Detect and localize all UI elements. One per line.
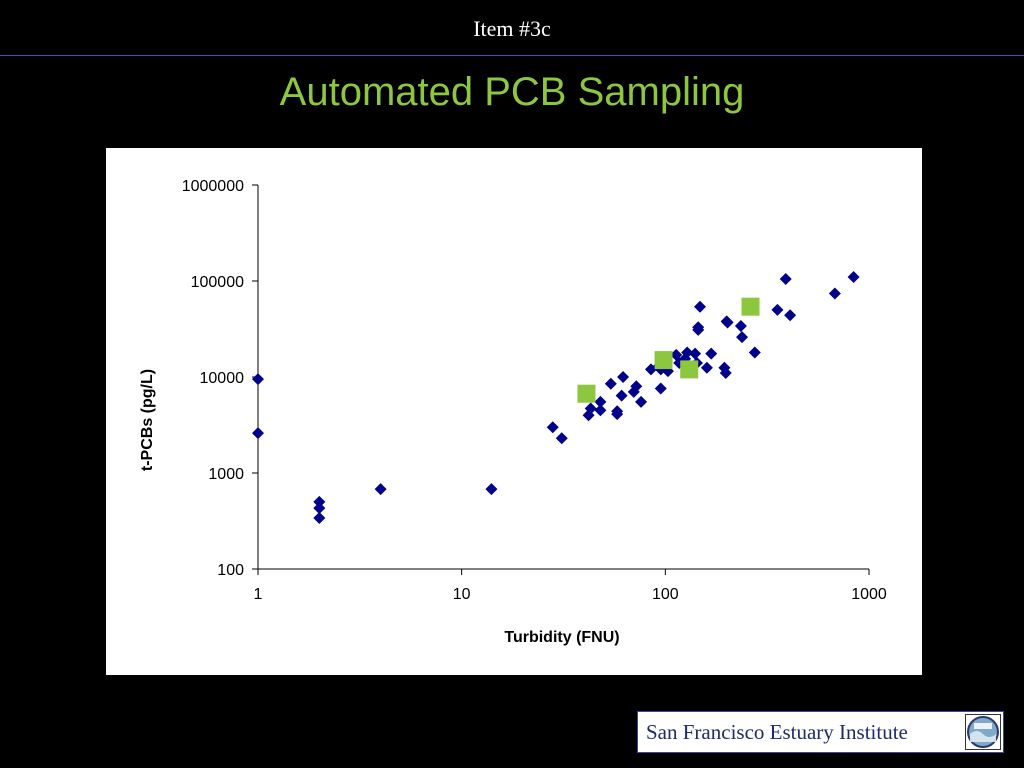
data-point-diamond [705, 347, 718, 360]
data-point-diamond [617, 371, 630, 383]
data-point-diamond [719, 367, 732, 380]
data-point-diamond [681, 346, 694, 359]
data-point-diamond [779, 272, 792, 285]
item-label: Item #3c [473, 16, 551, 41]
data-point-diamond [694, 300, 707, 313]
data-point-diamond [771, 303, 784, 316]
header-divider [0, 55, 1024, 56]
y-tick-label: 100 [217, 562, 244, 579]
y-tick-label: 1000000 [182, 178, 244, 195]
points-layer [252, 271, 860, 524]
axes-layer: 100 1000 10000 100000 1000000 1 10 100 1000 [182, 178, 887, 603]
data-point-diamond [594, 404, 607, 417]
data-point-diamond [748, 346, 761, 359]
data-point-diamond [718, 361, 731, 374]
data-point-square [741, 297, 760, 316]
data-point-square [654, 351, 673, 370]
slide-title: Automated PCB Sampling [279, 70, 745, 114]
data-point-diamond [584, 402, 597, 415]
organization-name: San Francisco Estuary Institute [646, 720, 908, 744]
data-point-diamond [252, 373, 264, 386]
scatter-chart: 100 1000 10000 100000 1000000 1 10 100 1000 Turb… [139, 178, 887, 646]
data-point-diamond [582, 409, 595, 422]
x-tick-label: 1 [254, 586, 263, 603]
data-point-diamond [604, 377, 617, 390]
chart-panel: 100 1000 10000 100000 1000000 1 10 100 1000 Turb… [106, 148, 922, 675]
data-point-square [680, 360, 699, 379]
data-point-diamond [252, 427, 264, 440]
data-point-diamond [485, 483, 498, 496]
x-tick-label: 10 [453, 586, 471, 603]
data-point-diamond [847, 271, 860, 284]
data-point-diamond [828, 287, 841, 300]
data-point-diamond [700, 361, 713, 374]
data-point-diamond [630, 380, 643, 393]
data-point-diamond [611, 408, 624, 421]
footer-organization-box: San Francisco Estuary Institute [637, 711, 1004, 753]
data-point-diamond [734, 319, 747, 332]
data-point-diamond [689, 347, 702, 360]
data-point-diamond [546, 421, 559, 434]
data-point-diamond [692, 321, 705, 334]
data-point-diamond [635, 395, 648, 408]
x-tick-label: 1000 [851, 586, 887, 603]
data-point-diamond [784, 309, 797, 322]
data-point-diamond [313, 511, 326, 524]
sfei-logo-icon [965, 714, 1001, 750]
data-point-diamond [313, 495, 326, 508]
y-tick-label: 100000 [191, 274, 244, 291]
data-point-diamond [721, 316, 734, 329]
data-point-diamond [615, 389, 628, 402]
data-point-square [577, 384, 596, 403]
data-point-diamond [594, 395, 607, 408]
data-point-diamond [736, 331, 749, 344]
data-point-diamond [313, 502, 326, 515]
data-point-diamond [374, 483, 387, 496]
y-tick-label: 10000 [200, 370, 245, 387]
x-tick-label: 100 [652, 586, 679, 603]
y-axis-title: t-PCBs (pg/L) [139, 369, 156, 471]
y-tick-label: 1000 [208, 466, 244, 483]
data-point-diamond [555, 432, 568, 445]
data-point-diamond [654, 382, 667, 395]
x-axis-title: Turbidity (FNU) [504, 629, 619, 646]
